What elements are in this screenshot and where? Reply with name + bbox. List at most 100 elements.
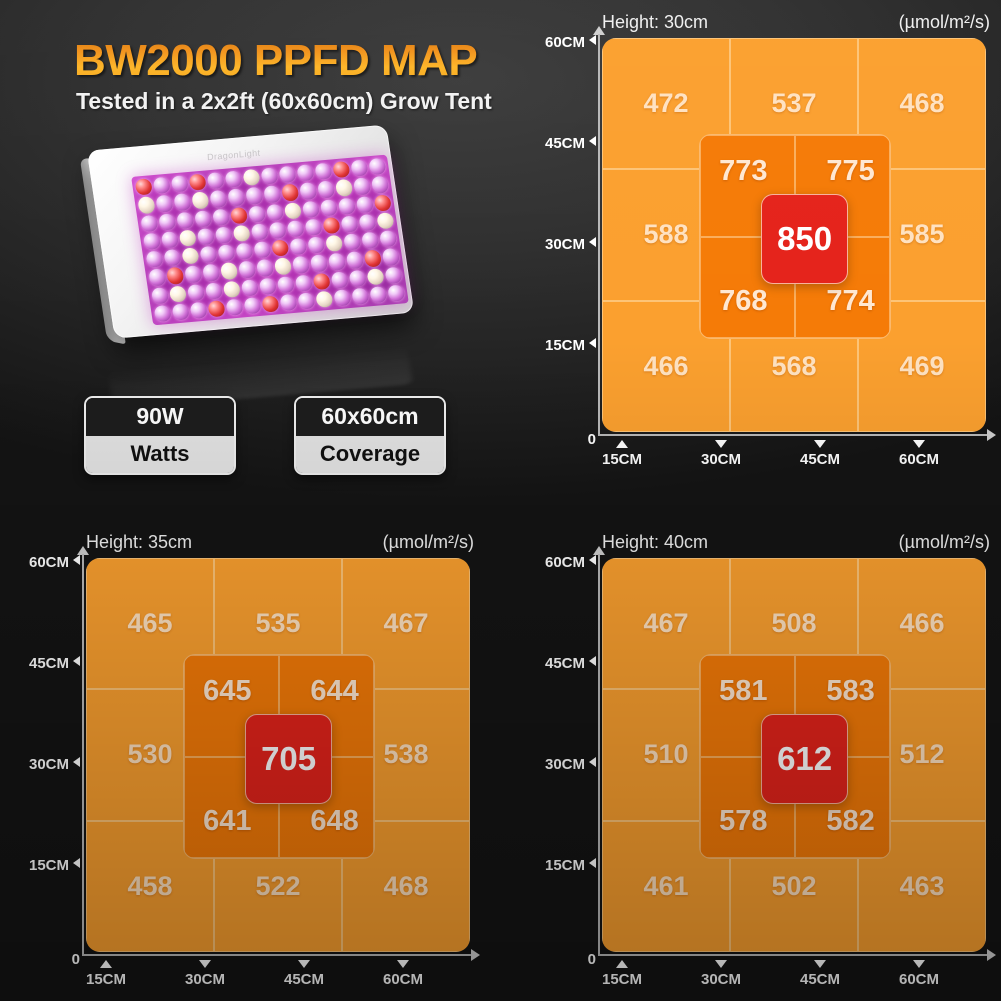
quad-top-left: 581 [700,655,795,756]
y-axis-line [598,34,600,436]
tick-marker-icon [73,555,80,565]
x-axis-tick-60cm: 60CM [899,440,939,468]
cell-value: 585 [899,219,945,250]
y-axis-tick-45cm: 45CM [545,135,596,152]
cell-bottom-center: 502 [730,821,858,952]
spec-badges: 90W Watts 60x60cm Coverage [84,396,446,475]
cell-value: 648 [310,804,359,837]
led-diode [207,299,226,318]
x-axis-tick-15cm: 15CM [86,960,126,988]
ppfd-map-30cm: Height: 30cm (µmol/m²/s) 60CM 45CM 30CM 15C… [528,12,998,477]
quad-bottom-left: 641 [184,757,279,858]
cell-value: 578 [719,804,768,837]
y-axis-tick-30cm: 30CM [545,236,596,253]
y-axis-tick-label: 15CM [544,857,585,874]
cell-value: 768 [719,284,768,317]
y-axis-tick-45cm: 45CM [545,655,596,672]
cell-mid-right: 512 [858,689,986,820]
tick-marker-icon [589,35,596,45]
led-diode [211,208,231,226]
page-subtitle: Tested in a 2x2ft (60x60cm) Grow Tent [76,88,492,114]
cell-top-center: 535 [214,558,342,689]
x-axis-tick-label: 15CM [601,451,643,468]
cell-mid-right: 585 [858,169,986,300]
tick-marker-icon [73,858,80,868]
tick-marker-icon [73,656,80,666]
led-diode [373,193,392,212]
cell-mid-left: 530 [86,689,214,820]
x-axis-arrow-icon [987,429,996,441]
quad-top-right: 583 [795,655,890,756]
y-axis-labels-40cm: 60CM 45CM 30CM 15CM 0 [528,554,596,968]
map-header-30cm: Height: 30cm (µmol/m²/s) [602,12,994,36]
led-diode [278,165,297,184]
cell-value: 850 [777,219,833,257]
x-axis-tick-label: 30CM [700,971,742,988]
tick-marker-icon [589,237,596,247]
heat-grid-40cm: 467 508 466 510 512 461 502 463 581 583 … [602,558,986,952]
led-diode [173,193,192,211]
triangle-down-icon [912,960,925,968]
triangle-up-icon [615,960,628,968]
cell-value: 583 [826,675,875,708]
led-diode [322,216,341,235]
cell-top-center: 537 [730,38,858,169]
triangle-up-icon [99,960,112,968]
led-diode [355,195,374,213]
cell-value: 502 [771,870,817,901]
led-diode [307,236,326,254]
cell-bottom-left: 461 [602,821,730,952]
y-axis-labels-35cm: 60CM 45CM 30CM 15CM 0 [12,554,80,968]
badge-watts-label: Watts [86,436,234,473]
y-axis-tick-30cm: 30CM [29,756,80,773]
y-axis-tick-15cm: 15CM [29,857,80,874]
x-axis-tick-60cm: 60CM [383,960,423,988]
led-diode [188,173,207,192]
heat-grid-30cm: 472 537 468 588 585 466 568 469 773 775 … [602,38,986,432]
triangle-up-icon [615,440,628,448]
led-panel: DragonLight [71,112,444,369]
y-axis-tick-15cm: 15CM [545,337,596,354]
x-axis-tick-30cm: 30CM [701,960,741,988]
cell-value: 612 [777,739,833,777]
led-diode [261,295,280,313]
led-diode [229,206,249,224]
led-diode [168,284,188,303]
tick-marker-icon [589,858,596,868]
led-diode [384,266,403,284]
led-diode [351,287,370,305]
cell-value: 588 [643,219,689,250]
map-height-label-35cm: Height: 35cm [86,532,193,552]
map-unit-label-35cm: (µmol/m²/s) [382,532,474,552]
x-axis-tick-label: 45CM [799,971,841,988]
cell-value: 463 [899,870,945,901]
map-height-label-30cm: Height: 30cm [602,12,709,32]
tick-marker-icon [589,136,596,146]
cell-value: 773 [719,155,768,188]
led-diode [370,175,390,194]
led-diode [196,227,215,246]
x-axis-labels-30cm: 15CM 30CM 45CM 60CM [598,440,990,480]
x-axis-arrow-icon [471,949,480,961]
quad-bottom-right: 774 [795,237,890,338]
x-axis-line [598,954,990,956]
led-diode [219,262,239,280]
led-diode [145,250,164,268]
y-axis-arrow-icon [593,26,605,35]
map-unit-label-40cm: (µmol/m²/s) [898,532,990,552]
cell-value: 510 [643,739,689,770]
led-diode [157,212,177,231]
cell-value: 775 [826,155,875,188]
led-diode [170,175,189,193]
led-diode [309,254,329,272]
led-diode [378,230,398,248]
badge-coverage-value: 60x60cm [296,398,444,436]
y-axis-tick-label: 45CM [544,655,585,672]
led-diode [155,194,174,213]
led-diode [279,293,298,312]
led-diode [298,182,318,200]
x-axis-labels-35cm: 15CM 30CM 45CM 60CM [82,960,474,1000]
led-diode [273,257,293,275]
y-axis-labels-30cm: 60CM 45CM 30CM 15CM 0 [528,34,596,448]
led-diode [352,177,372,195]
